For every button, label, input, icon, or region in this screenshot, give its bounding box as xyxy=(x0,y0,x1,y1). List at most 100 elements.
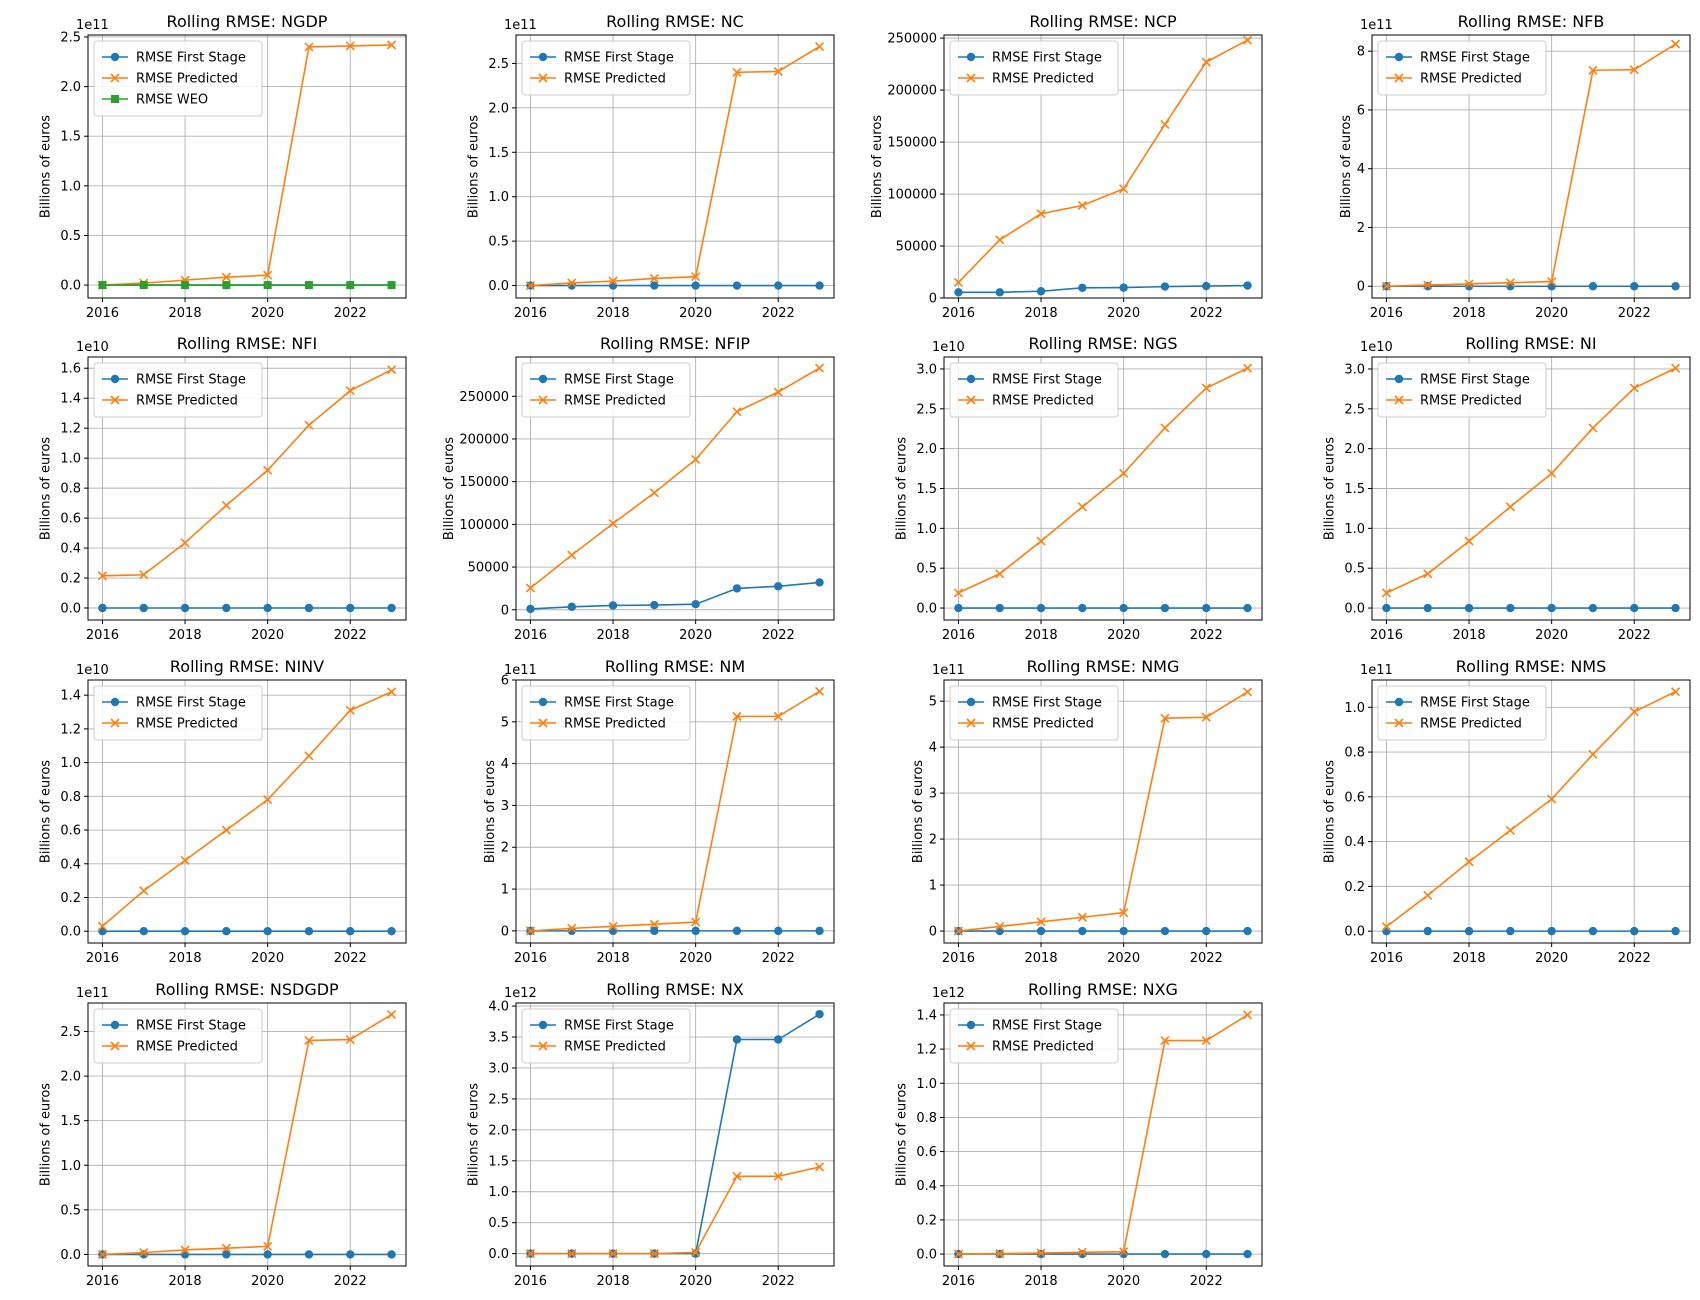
series-line xyxy=(958,1014,1248,1255)
axes-frame xyxy=(515,679,835,944)
axis-offset-text: 1e11 xyxy=(504,663,537,678)
y-tick-label: 0.2 xyxy=(60,891,81,906)
legend-marker xyxy=(538,1041,548,1051)
data-point xyxy=(1243,1249,1252,1259)
data-point xyxy=(98,603,107,613)
data-point xyxy=(1160,926,1170,936)
data-point xyxy=(304,1250,314,1259)
legend-entry: RMSE First Stage xyxy=(564,51,674,66)
legend-entry: RMSE First Stage xyxy=(992,696,1102,711)
data-point xyxy=(608,281,618,290)
legend-marker xyxy=(110,73,120,83)
data-point xyxy=(995,921,1005,932)
y-tick-label: 1.0 xyxy=(916,522,937,537)
legend-box xyxy=(949,1008,1119,1064)
data-point xyxy=(1464,857,1474,867)
y-tick-label: 0.2 xyxy=(60,572,81,587)
legend-entry: RMSE First Stage xyxy=(1420,373,1530,388)
legend-box xyxy=(521,40,691,96)
x-tick-label: 2018 xyxy=(1025,951,1058,966)
data-point xyxy=(345,705,355,715)
data-point xyxy=(1588,65,1598,75)
data-point xyxy=(1078,283,1087,293)
y-tick-label: 2.0 xyxy=(916,442,937,457)
y-tick-label: 2.5 xyxy=(60,30,81,45)
x-tick-label: 2018 xyxy=(169,1274,202,1289)
y-tick-label: 0.0 xyxy=(488,1247,509,1262)
series-line xyxy=(958,284,1248,294)
legend-entry: RMSE First Stage xyxy=(992,51,1102,66)
data-point xyxy=(1381,588,1392,598)
data-point xyxy=(650,926,659,936)
data-point xyxy=(304,926,314,936)
y-tick-label: 0.6 xyxy=(60,824,81,839)
data-point xyxy=(814,1162,825,1172)
data-point xyxy=(1505,825,1515,835)
subplot-4: 2016 2018 2020 2022 0 2 4 6 8 1e11 Rolling RMSE: N… xyxy=(1339,12,1691,321)
y-tick-label: 1.0 xyxy=(916,1077,937,1092)
axis-offset-text: 1e11 xyxy=(1360,663,1393,678)
y-tick-label: 2 xyxy=(929,833,937,848)
data-point xyxy=(1077,200,1087,211)
y-tick-label: 2.5 xyxy=(488,57,509,72)
data-point xyxy=(386,1010,397,1020)
data-point xyxy=(1547,794,1557,804)
y-axis-label: Billions of euros xyxy=(466,1083,481,1186)
y-axis-label: Billions of euros xyxy=(38,437,53,540)
y-tick-label: 6 xyxy=(501,674,509,689)
data-point xyxy=(345,386,355,396)
data-point xyxy=(263,1241,273,1251)
data-point xyxy=(1505,278,1515,288)
data-point xyxy=(815,578,824,587)
legend-entry: RMSE Predicted xyxy=(564,394,666,409)
data-point xyxy=(649,273,659,284)
y-tick-label: 250000 xyxy=(887,32,937,47)
y-tick-label: 2.0 xyxy=(60,80,81,95)
data-point xyxy=(263,795,273,805)
x-tick-label: 2020 xyxy=(251,1274,284,1289)
subplot-5: 2016 2018 2020 2022 0.0 0.2 0.4 0.6 0.8 1.0 1.2 1.4… xyxy=(38,334,407,643)
data-point xyxy=(1547,276,1557,287)
legend: RMSE First Stage RMSE Predicted xyxy=(93,1008,263,1064)
data-point xyxy=(180,1245,190,1255)
data-point xyxy=(1464,279,1474,289)
x-tick-label: 2016 xyxy=(1370,628,1403,643)
subplot-15: 2016 2018 2020 2022 0.0 0.2 0.4 0.6 0.8 1.0 1.2 1.4… xyxy=(894,980,1263,1289)
legend-marker xyxy=(538,52,548,62)
y-tick-label: 3.0 xyxy=(916,362,937,377)
data-point xyxy=(732,711,742,721)
y-tick-label: 1.0 xyxy=(488,1185,509,1200)
legend-marker xyxy=(538,395,548,405)
x-tick-label: 2022 xyxy=(762,1274,795,1289)
y-tick-label: 50000 xyxy=(896,240,937,255)
data-point xyxy=(139,281,148,290)
y-tick-label: 50000 xyxy=(468,561,509,576)
legend-box xyxy=(521,362,691,418)
legend-box xyxy=(521,1008,691,1064)
y-tick-label: 1.5 xyxy=(1344,482,1365,497)
data-point xyxy=(608,518,618,529)
x-tick-label: 2020 xyxy=(679,628,712,643)
legend-entry: RMSE First Stage xyxy=(1420,696,1530,711)
y-tick-label: 0.0 xyxy=(1344,602,1365,617)
y-tick-label: 0.4 xyxy=(916,1179,937,1194)
y-tick-label: 0.0 xyxy=(60,602,81,617)
data-point xyxy=(1629,707,1639,717)
x-tick-label: 2022 xyxy=(1190,628,1223,643)
data-point xyxy=(1423,569,1433,579)
y-tick-label: 200000 xyxy=(887,84,937,99)
x-tick-label: 2018 xyxy=(1453,306,1486,321)
data-point xyxy=(1202,1249,1211,1259)
data-point xyxy=(732,584,742,593)
x-tick-label: 2016 xyxy=(514,628,547,643)
legend: RMSE First Stage RMSE Predicted xyxy=(93,685,263,741)
data-point xyxy=(1119,184,1129,194)
axes-frame xyxy=(515,1002,835,1267)
subplot-14: 2016 2018 2020 2022 0.0 0.5 1.0 1.5 2.0 2.5 3.0 3.5… xyxy=(466,980,835,1289)
y-tick-label: 0.5 xyxy=(1344,562,1365,577)
x-tick-label: 2020 xyxy=(251,306,284,321)
subplot-9: 2016 2018 2020 2022 0.0 0.2 0.4 0.6 0.8 1.0 1.2 1.4… xyxy=(38,657,407,966)
axes-frame xyxy=(1371,34,1691,299)
x-tick-label: 2016 xyxy=(514,306,547,321)
legend-marker xyxy=(110,374,120,384)
